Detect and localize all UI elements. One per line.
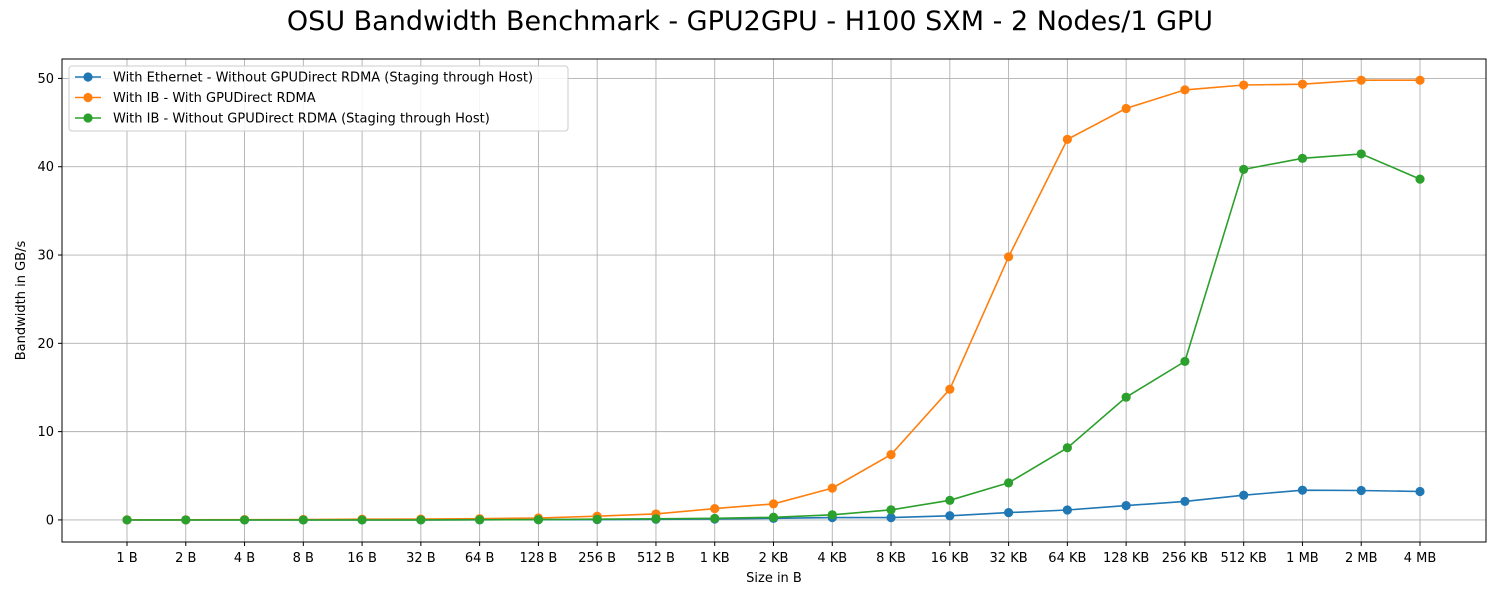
x-axis-label: Size in B — [746, 571, 802, 586]
x-axis-ticks: 1 B 2 B 4 B 8 B 16 B 32 B 64 B 128 B 256 B 512 B 1… — [116, 542, 1436, 566]
data-point — [1003, 478, 1014, 488]
x-tick-label: 512 B — [637, 551, 675, 566]
legend-marker — [83, 72, 93, 82]
x-tick-label: 16 KB — [931, 551, 969, 566]
data-point — [1415, 174, 1425, 184]
legend-marker — [83, 92, 93, 103]
x-tick-label: 1 B — [116, 551, 137, 566]
data-point — [651, 514, 661, 524]
data-point — [1297, 153, 1308, 163]
data-point — [357, 515, 367, 525]
data-point — [475, 515, 485, 525]
data-point — [416, 515, 426, 525]
data-point — [1121, 392, 1131, 402]
data-point — [122, 515, 132, 525]
data-point — [1239, 80, 1249, 90]
data-point — [533, 514, 544, 525]
data-point — [1121, 501, 1131, 511]
data-point — [710, 504, 720, 514]
x-tick-label: 64 KB — [1048, 551, 1086, 566]
data-point — [1003, 252, 1014, 262]
x-tick-label: 32 B — [406, 551, 436, 566]
y-tick-label: 50 — [37, 72, 54, 87]
data-point — [945, 511, 955, 521]
legend-label: With IB - Without GPUDirect RDMA (Stagin… — [113, 112, 490, 127]
data-point — [945, 384, 955, 394]
data-point — [1180, 496, 1190, 506]
data-point — [181, 515, 191, 525]
y-tick-label: 40 — [37, 160, 54, 175]
x-tick-label: 2 MB — [1345, 551, 1378, 566]
data-point — [1356, 149, 1366, 159]
x-tick-label: 256 KB — [1162, 551, 1208, 566]
x-tick-label: 32 KB — [990, 551, 1028, 566]
data-point — [1239, 164, 1249, 174]
y-axis-ticks: 0 10 20 30 40 50 — [37, 72, 62, 528]
data-point — [827, 483, 837, 493]
x-tick-label: 256 B — [578, 551, 616, 566]
data-point — [827, 510, 837, 520]
x-tick-label: 4 MB — [1404, 551, 1437, 566]
x-tick-label: 8 B — [293, 551, 314, 566]
x-tick-label: 16 B — [347, 551, 377, 566]
x-tick-label: 64 B — [465, 551, 495, 566]
legend-marker — [83, 113, 93, 123]
series-layer — [122, 75, 1425, 525]
data-point — [1415, 486, 1425, 497]
legend-label: With IB - With GPUDirect RDMA — [113, 91, 316, 106]
data-point — [768, 499, 779, 509]
data-point — [1062, 505, 1072, 515]
y-tick-label: 30 — [37, 249, 54, 264]
x-tick-label: 512 KB — [1220, 551, 1266, 566]
legend-box — [68, 65, 569, 132]
data-point — [886, 513, 896, 523]
data-point — [1297, 79, 1308, 89]
data-point — [1415, 75, 1425, 85]
legend: With Ethernet - Without GPUDirect RDMA (… — [68, 65, 569, 132]
data-point — [592, 514, 602, 524]
data-point — [768, 512, 779, 522]
data-point — [1297, 485, 1308, 495]
legend-item: With IB - With GPUDirect RDMA — [75, 91, 316, 106]
data-point — [1239, 490, 1249, 500]
x-tick-label: 4 B — [234, 551, 255, 566]
x-tick-label: 128 B — [519, 551, 557, 566]
legend-label: With Ethernet - Without GPUDirect RDMA (… — [113, 71, 533, 86]
y-axis-label: Bandwidth in GB/s — [14, 241, 29, 361]
data-point — [710, 513, 720, 523]
legend-item: With Ethernet - Without GPUDirect RDMA (… — [75, 71, 533, 86]
legend-item: With IB - Without GPUDirect RDMA (Stagin… — [75, 112, 490, 127]
data-point — [1356, 485, 1366, 496]
data-point — [239, 515, 250, 525]
chart-title: OSU Bandwidth Benchmark - GPU2GPU - H100… — [286, 6, 1214, 37]
x-tick-label: 2 KB — [759, 551, 789, 566]
data-point — [945, 495, 955, 505]
data-point — [1180, 356, 1190, 367]
x-tick-label: 1 MB — [1286, 551, 1319, 566]
data-point — [886, 449, 896, 460]
data-point — [1180, 85, 1190, 95]
y-tick-label: 0 — [46, 513, 54, 528]
data-point — [1062, 443, 1072, 453]
data-point — [886, 505, 896, 515]
y-tick-label: 10 — [37, 425, 54, 440]
data-point — [1062, 134, 1072, 144]
x-tick-label: 8 KB — [876, 551, 906, 566]
x-tick-label: 1 KB — [700, 551, 730, 566]
series-3 — [122, 149, 1425, 525]
y-tick-label: 20 — [37, 337, 54, 352]
data-point — [1121, 103, 1131, 114]
x-tick-label: 128 KB — [1103, 551, 1149, 566]
x-tick-label: 2 B — [175, 551, 196, 566]
data-point — [298, 515, 308, 525]
x-tick-label: 4 KB — [817, 551, 847, 566]
data-point — [1356, 75, 1366, 85]
data-point — [1003, 507, 1014, 518]
